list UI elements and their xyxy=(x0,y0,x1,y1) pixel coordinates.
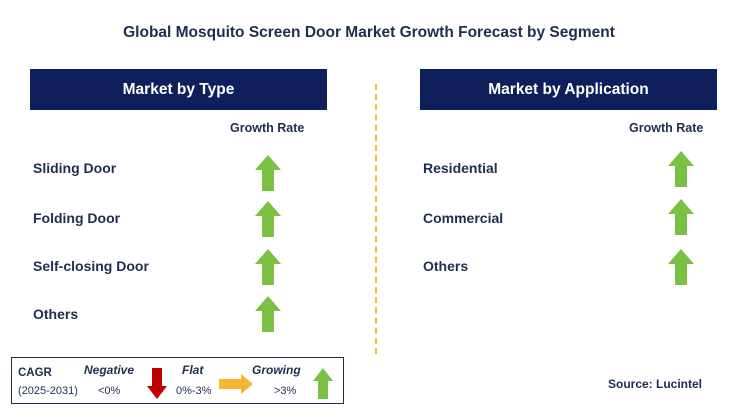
application-growth-rate-label: Growth Rate xyxy=(629,121,704,135)
growing-arrow-icon xyxy=(255,201,281,237)
market-by-application-header: Market by Application xyxy=(420,69,717,110)
negative-label: Negative xyxy=(84,363,135,377)
application-item-label: Residential xyxy=(423,160,498,176)
page-title: Global Mosquito Screen Door Market Growt… xyxy=(123,24,615,41)
source-note: Source: Lucintel xyxy=(608,377,703,391)
cagr-period: (2025-2031) xyxy=(18,385,78,397)
growing-arrow-icon xyxy=(668,249,694,285)
application-item-label: Commercial xyxy=(423,210,504,226)
panel-divider xyxy=(375,84,377,354)
growing-arrow-icon xyxy=(255,249,281,285)
type-item-label: Self-closing Door xyxy=(33,258,149,274)
negative-arrow-icon xyxy=(147,368,167,399)
cagr-label: CAGR xyxy=(18,367,52,379)
growing-arrow-icon xyxy=(313,368,333,399)
growing-range: >3% xyxy=(274,385,297,397)
application-item-label: Others xyxy=(423,258,469,274)
type-growth-rate-label: Growth Rate xyxy=(230,121,305,135)
growing-arrow-icon xyxy=(255,296,281,332)
flat-label: Flat xyxy=(182,363,204,377)
type-item-label: Sliding Door xyxy=(33,160,117,176)
cagr-legend: CAGR (2025-2031) Negative <0% Flat 0%-3%… xyxy=(11,357,344,404)
type-item-label: Folding Door xyxy=(33,210,121,226)
growing-arrow-icon xyxy=(255,155,281,191)
market-by-type-header: Market by Type xyxy=(30,69,327,110)
growing-arrow-icon xyxy=(668,151,694,187)
growing-arrow-icon xyxy=(668,199,694,235)
flat-arrow-icon xyxy=(219,374,253,394)
type-item-label: Others xyxy=(33,306,79,322)
negative-range: <0% xyxy=(98,385,121,397)
growing-label: Growing xyxy=(252,363,301,377)
flat-range: 0%-3% xyxy=(176,385,212,397)
